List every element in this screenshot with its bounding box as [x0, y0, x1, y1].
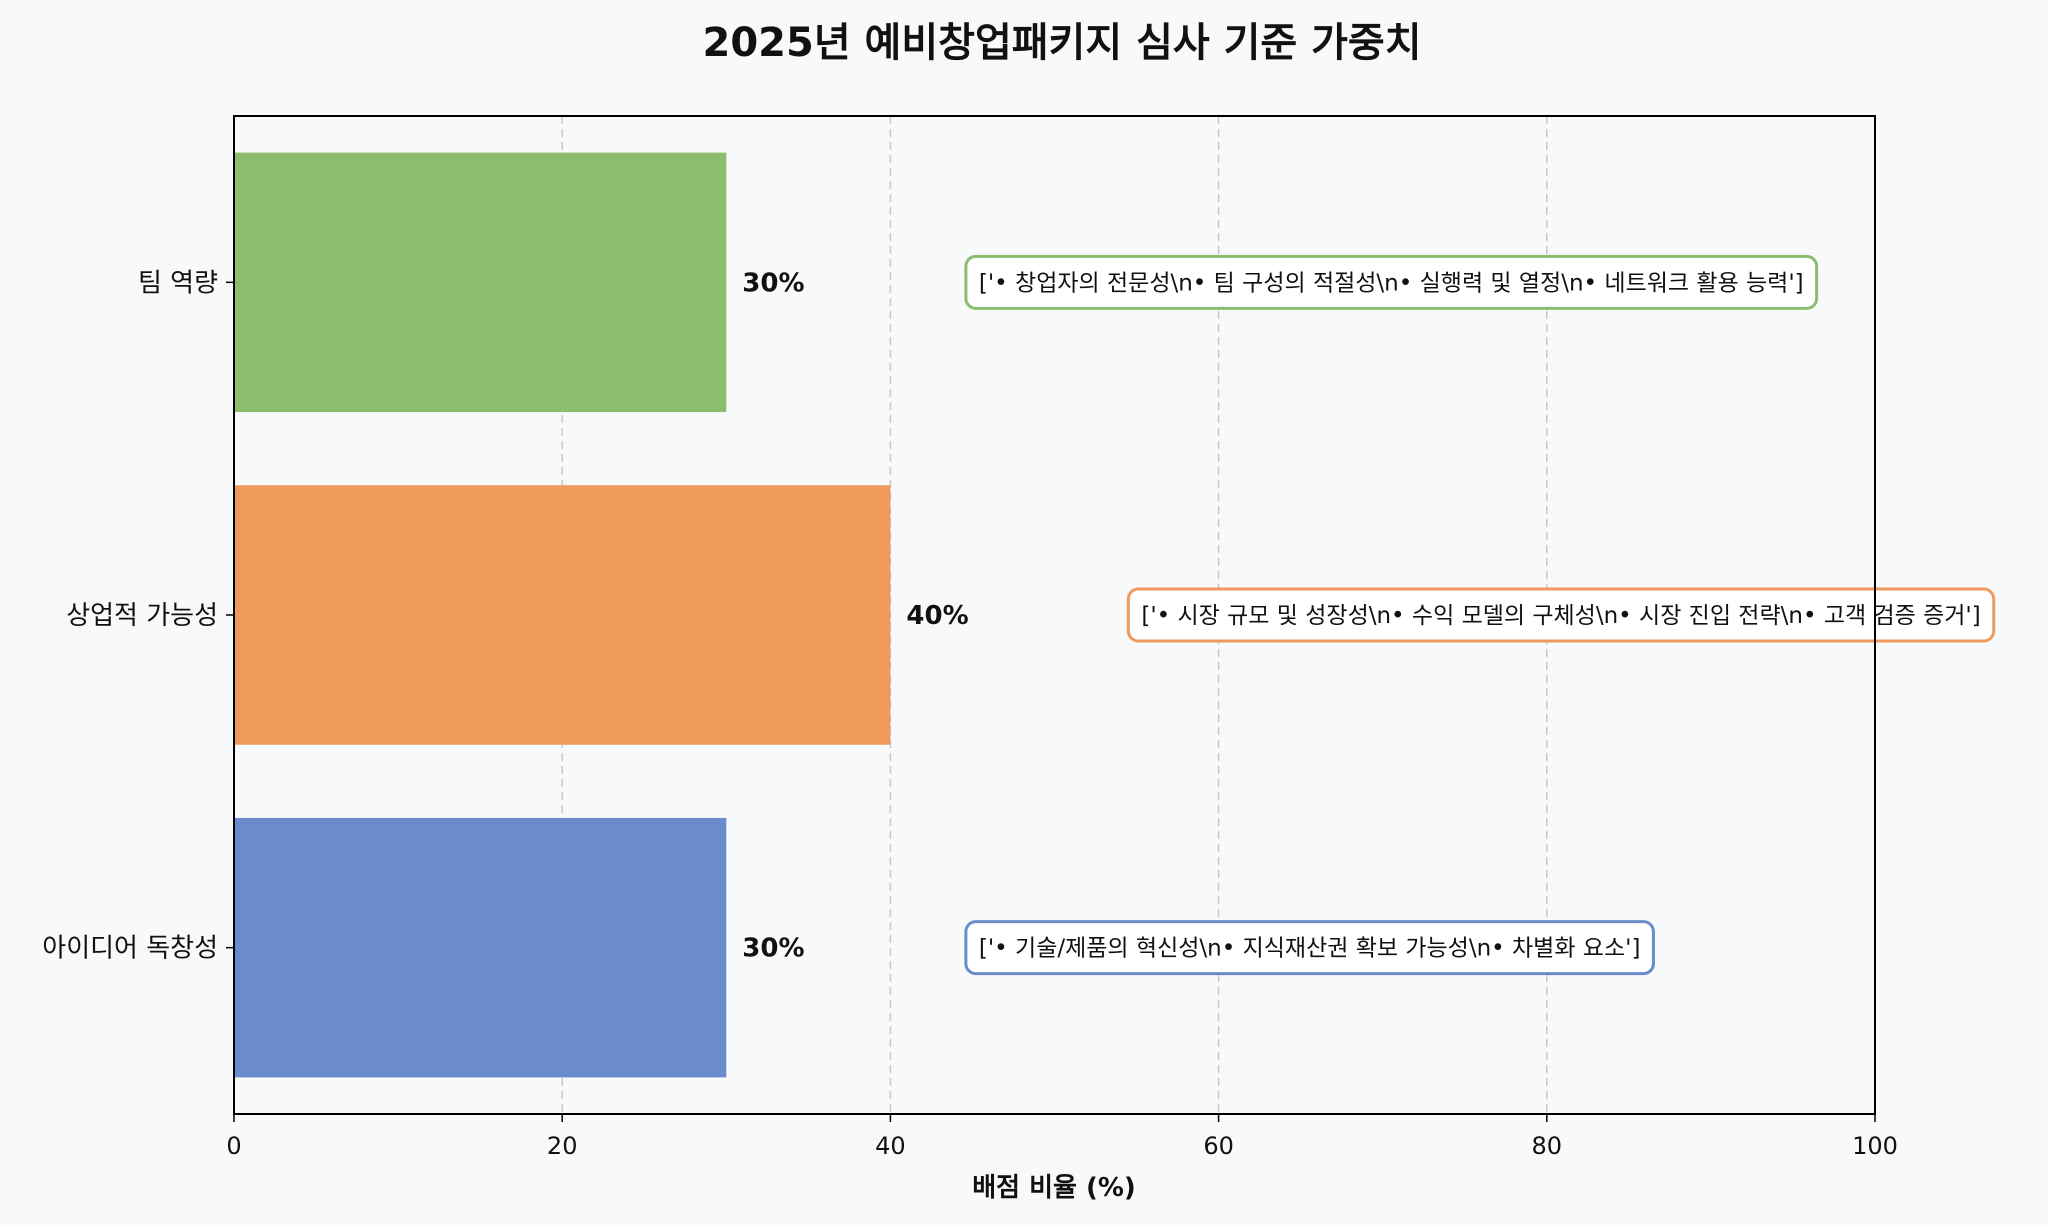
- x-axis: 0 20 40 60 80 100: [226, 1114, 1898, 1160]
- annotation-text: ['• 시장 규모 및 성장성\n• 수익 모델의 구체성\n• 시장 진입 전…: [1141, 603, 1980, 629]
- bar-value-label: 40%: [906, 601, 968, 631]
- x-tick-label: 80: [1532, 1132, 1563, 1160]
- x-tick-label: 60: [1203, 1132, 1234, 1160]
- x-tick-label: 0: [226, 1132, 241, 1160]
- bar-series: 30% 40% 30%: [234, 152, 969, 1078]
- bar-value-label: 30%: [742, 268, 804, 298]
- annotation-box: [964, 254, 1819, 310]
- y-tick-label: 상업적 가능성: [66, 601, 218, 631]
- annotation-box: [1126, 587, 1996, 643]
- annotation-box: [964, 920, 1655, 976]
- bar: [234, 817, 727, 1078]
- y-tick-label: 아이디어 독창성: [42, 934, 218, 964]
- annotation-text: ['• 창업자의 전문성\n• 팀 구성의 적절성\n• 실행력 및 열정\n•…: [979, 270, 1804, 296]
- bar-value-label: 30%: [742, 934, 804, 964]
- x-axis-label: 배점 비율 (%): [972, 1173, 1136, 1203]
- bar: [234, 152, 727, 413]
- y-tick-label: 팀 역량: [138, 268, 218, 298]
- x-tick-label: 40: [875, 1132, 906, 1160]
- annotation-group: ['• 창업자의 전문성\n• 팀 구성의 적절성\n• 실행력 및 열정\n•…: [964, 254, 1996, 976]
- x-tick-label: 100: [1852, 1132, 1898, 1160]
- x-tick-label: 20: [547, 1132, 578, 1160]
- chart-title: 2025년 예비창업패키지 심사 기준 가중치: [702, 20, 1421, 66]
- bar: [234, 485, 891, 745]
- annotation-text: ['• 기술/제품의 혁신성\n• 지식재산권 확보 가능성\n• 차별화 요소…: [979, 936, 1641, 962]
